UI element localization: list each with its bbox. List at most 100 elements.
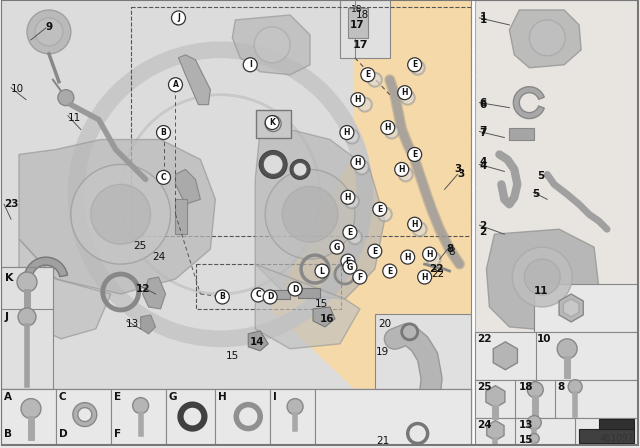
Text: 2: 2	[479, 221, 486, 231]
Circle shape	[355, 160, 369, 174]
Circle shape	[378, 207, 392, 221]
Text: 15: 15	[518, 435, 533, 444]
Bar	[175, 199, 188, 234]
Text: 16: 16	[320, 314, 335, 324]
Circle shape	[265, 169, 355, 259]
Text: A: A	[173, 80, 179, 89]
Text: G: G	[168, 392, 177, 402]
Text: E: E	[348, 228, 353, 237]
Circle shape	[527, 416, 541, 430]
Polygon shape	[509, 10, 581, 68]
Circle shape	[368, 244, 382, 258]
Text: E: E	[377, 205, 383, 214]
Text: H: H	[404, 253, 411, 262]
Bar	[348, 8, 368, 38]
Circle shape	[401, 90, 415, 105]
Bar	[476, 0, 639, 447]
Polygon shape	[486, 229, 599, 331]
Circle shape	[341, 190, 355, 204]
Bar	[476, 0, 639, 447]
Text: 17: 17	[353, 40, 369, 50]
Circle shape	[27, 10, 71, 54]
Text: 10: 10	[537, 334, 552, 344]
Circle shape	[21, 399, 41, 418]
Text: 5: 5	[532, 190, 540, 199]
Text: E: E	[387, 267, 392, 276]
Text: 17: 17	[350, 20, 365, 30]
Text: E: E	[114, 392, 121, 402]
Text: F: F	[357, 272, 362, 281]
Bar	[56, 389, 111, 447]
Circle shape	[343, 225, 357, 239]
Text: D: D	[292, 284, 298, 293]
Bar	[298, 288, 320, 298]
Text: J: J	[177, 13, 180, 22]
Text: 6: 6	[479, 98, 486, 108]
Circle shape	[399, 168, 413, 181]
Bar	[196, 264, 341, 309]
Circle shape	[265, 116, 279, 129]
Text: I: I	[273, 392, 277, 402]
Bar	[131, 7, 472, 236]
Bar	[166, 389, 215, 447]
Text: H: H	[355, 158, 361, 167]
Circle shape	[513, 247, 572, 307]
Circle shape	[343, 260, 357, 274]
Text: 12: 12	[136, 284, 150, 294]
Polygon shape	[19, 139, 215, 294]
Circle shape	[557, 339, 577, 359]
Text: F: F	[345, 257, 351, 266]
Circle shape	[413, 222, 427, 236]
Text: 9: 9	[46, 22, 53, 32]
Circle shape	[358, 98, 372, 112]
Text: H: H	[426, 250, 433, 258]
Polygon shape	[255, 129, 385, 299]
Circle shape	[157, 170, 170, 185]
Text: 13: 13	[125, 319, 139, 329]
Wedge shape	[73, 403, 97, 426]
Text: 25: 25	[134, 241, 147, 251]
Circle shape	[368, 73, 382, 87]
Text: 7: 7	[479, 125, 487, 136]
Circle shape	[385, 125, 399, 138]
Text: H: H	[385, 123, 391, 132]
Text: H: H	[345, 193, 351, 202]
Text: 22: 22	[477, 334, 492, 344]
Text: B: B	[220, 293, 225, 302]
Text: G: G	[334, 243, 340, 252]
Polygon shape	[141, 315, 156, 334]
Text: 22: 22	[431, 269, 445, 279]
Text: 14: 14	[250, 337, 265, 347]
Circle shape	[529, 20, 565, 56]
Bar	[111, 389, 166, 447]
Text: G: G	[347, 263, 353, 271]
Text: 22: 22	[429, 264, 444, 274]
Circle shape	[290, 159, 310, 179]
Circle shape	[395, 163, 409, 177]
Polygon shape	[143, 277, 166, 309]
Polygon shape	[179, 55, 211, 105]
Text: H: H	[218, 392, 227, 402]
Bar	[315, 389, 472, 447]
Bar	[340, 0, 390, 58]
Text: 2: 2	[479, 227, 486, 237]
Text: C: C	[161, 173, 166, 182]
Wedge shape	[24, 257, 68, 283]
Circle shape	[263, 290, 277, 304]
Circle shape	[348, 230, 362, 244]
Circle shape	[288, 282, 302, 296]
Circle shape	[422, 247, 436, 261]
Text: E: E	[412, 60, 417, 69]
Circle shape	[71, 164, 170, 264]
Text: 19: 19	[376, 347, 389, 357]
Circle shape	[408, 58, 422, 72]
Circle shape	[254, 27, 290, 63]
Circle shape	[345, 129, 359, 143]
Bar	[270, 389, 315, 447]
Text: 23: 23	[4, 199, 19, 209]
Circle shape	[408, 217, 422, 231]
Text: L: L	[319, 267, 324, 276]
Text: 13: 13	[518, 420, 533, 430]
Circle shape	[243, 58, 257, 72]
Text: 18: 18	[356, 10, 369, 20]
